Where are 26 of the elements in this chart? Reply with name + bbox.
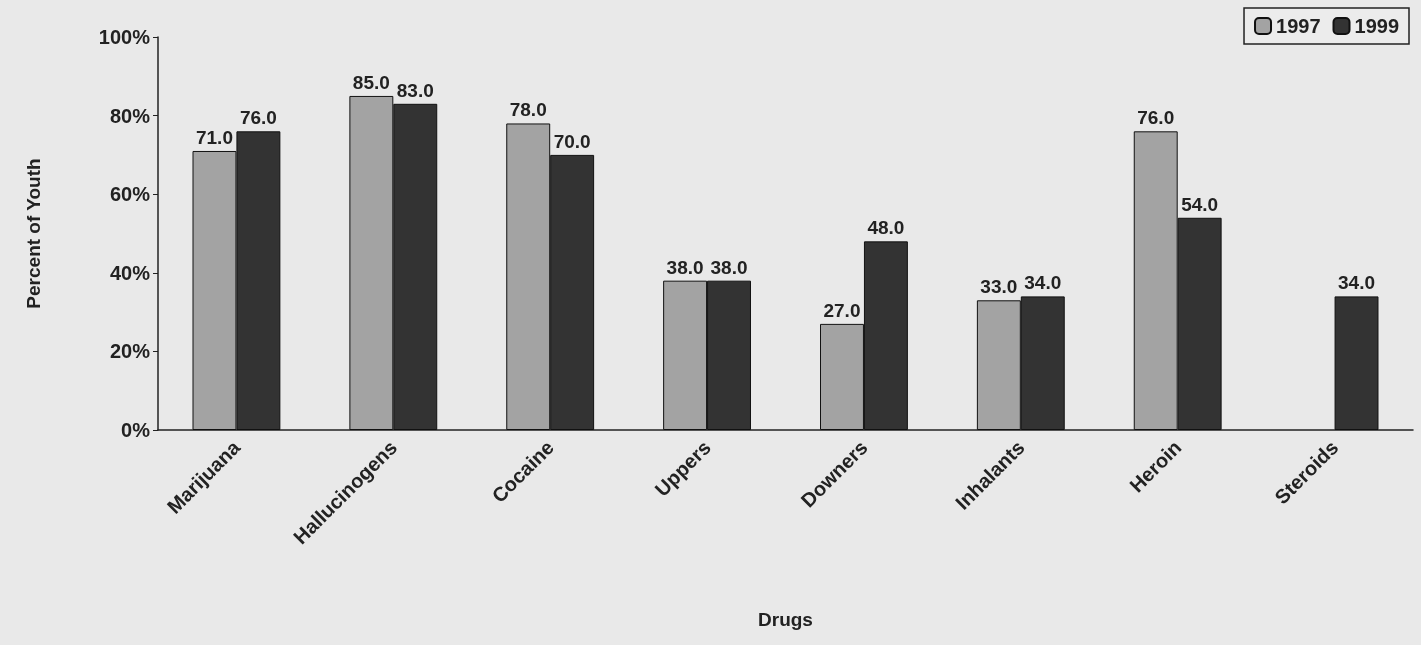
y-axis-title: Percent of Youth xyxy=(23,158,44,309)
data-label: 76.0 xyxy=(239,107,277,129)
data-label: 71.0 xyxy=(195,126,233,148)
data-label: 38.0 xyxy=(710,256,748,278)
data-label: 34.0 xyxy=(1024,272,1062,294)
data-label: 83.0 xyxy=(396,79,434,101)
y-tick-label: 80% xyxy=(109,104,151,127)
y-tick-label: 0% xyxy=(121,419,151,441)
data-label: 27.0 xyxy=(823,299,861,321)
y-tick-label: 40% xyxy=(109,261,151,284)
data-label: 78.0 xyxy=(509,99,547,121)
data-label: 34.0 xyxy=(1338,272,1376,294)
data-label: 70.0 xyxy=(553,130,591,152)
data-label: 48.0 xyxy=(867,217,905,239)
legend-label: 1997 xyxy=(1276,15,1321,37)
bar xyxy=(1334,296,1379,430)
y-tick-label: 20% xyxy=(109,340,151,363)
data-label: 33.0 xyxy=(980,276,1018,298)
x-axis-title: Drugs xyxy=(758,609,813,630)
data-label: 38.0 xyxy=(666,256,704,278)
data-label: 85.0 xyxy=(352,71,390,93)
data-label: 54.0 xyxy=(1181,193,1219,215)
y-tick-label: 60% xyxy=(109,183,151,206)
legend-label: 1999 xyxy=(1354,15,1400,37)
data-label: 76.0 xyxy=(1137,107,1175,129)
y-tick-label: 100% xyxy=(98,26,151,48)
